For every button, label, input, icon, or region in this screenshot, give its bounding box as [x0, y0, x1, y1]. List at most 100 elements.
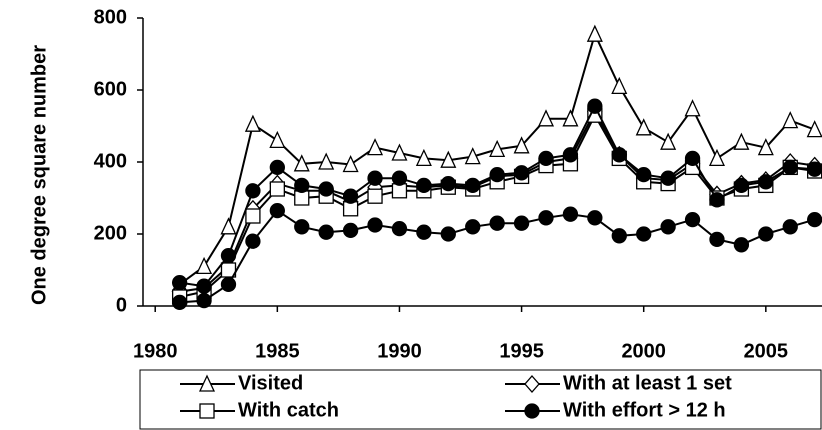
- data-point: [587, 210, 603, 226]
- data-point: [537, 109, 555, 127]
- data-point: [733, 177, 750, 194]
- y-tick-label: 600: [94, 78, 127, 100]
- data-point: [391, 220, 408, 237]
- y-tick-label: 800: [94, 6, 127, 28]
- y-tick-label: 400: [94, 150, 127, 172]
- data-point: [269, 181, 285, 197]
- data-point: [611, 76, 628, 95]
- data-point: [611, 228, 627, 244]
- x-tick-label: 1995: [499, 340, 544, 362]
- data-point: [342, 154, 359, 173]
- data-point: [342, 222, 359, 239]
- data-point: [318, 181, 334, 197]
- y-axis-title: One degree square number: [28, 45, 50, 305]
- data-point: [196, 256, 213, 275]
- data-point: [196, 278, 212, 294]
- data-point: [416, 177, 432, 194]
- data-point: [684, 150, 701, 167]
- data-point: [196, 292, 212, 309]
- data-point: [538, 210, 554, 226]
- data-point: [660, 219, 676, 235]
- data-point: [220, 217, 237, 235]
- data-point: [489, 215, 505, 231]
- data-point: [171, 274, 188, 291]
- data-point: [318, 224, 334, 240]
- data-point: [293, 154, 310, 172]
- data-point: [636, 226, 652, 242]
- legend-label: With at least 1 set: [563, 372, 732, 394]
- legend-label: With effort > 12 h: [563, 399, 726, 421]
- data-point: [245, 208, 261, 224]
- data-point: [416, 224, 432, 240]
- data-point: [440, 175, 456, 192]
- data-point: [489, 139, 506, 158]
- legend-box: [139, 369, 822, 430]
- x-tick-label: 1990: [377, 340, 422, 362]
- legend-marker: [198, 374, 216, 392]
- data-point: [391, 143, 408, 161]
- legend-label: With catch: [238, 399, 339, 421]
- data-point: [562, 206, 579, 222]
- data-point: [269, 159, 285, 176]
- data-point: [513, 136, 530, 154]
- data-point: [220, 276, 237, 293]
- data-point: [367, 188, 383, 204]
- data-point: [782, 159, 798, 176]
- data-point: [440, 150, 457, 168]
- data-point: [562, 109, 579, 127]
- data-point: [586, 24, 603, 42]
- data-point: [636, 166, 652, 183]
- data-point: [635, 118, 652, 136]
- data-point: [562, 147, 579, 163]
- data-point: [367, 217, 383, 233]
- data-point: [758, 226, 774, 242]
- data-point: [733, 132, 750, 150]
- x-tick-label: 1985: [255, 340, 300, 362]
- data-point: [611, 147, 627, 163]
- data-point: [367, 138, 384, 156]
- data-point: [684, 211, 701, 228]
- data-point: [269, 202, 285, 219]
- data-point: [733, 237, 750, 253]
- x-tick-label: 2000: [621, 340, 666, 362]
- data-point: [415, 148, 432, 167]
- data-point: [782, 219, 798, 235]
- data-point: [807, 161, 822, 177]
- data-point: [465, 219, 481, 235]
- data-point: [318, 152, 335, 170]
- data-point: [513, 165, 530, 181]
- data-point: [245, 183, 261, 199]
- legend-marker: [199, 403, 215, 419]
- data-point: [660, 170, 676, 186]
- x-tick-label: 2005: [744, 340, 789, 362]
- data-point: [342, 188, 359, 204]
- data-point: [465, 177, 481, 194]
- data-point: [294, 219, 310, 235]
- data-point: [782, 111, 799, 129]
- data-point: [440, 226, 456, 242]
- data-point: [708, 148, 725, 167]
- data-point: [807, 211, 822, 228]
- data-point: [269, 130, 286, 149]
- data-point: [758, 174, 774, 190]
- data-point: [367, 170, 383, 186]
- y-tick-label: 0: [116, 294, 127, 316]
- data-point: [342, 201, 359, 217]
- data-point: [709, 231, 725, 248]
- data-point: [757, 138, 774, 156]
- data-point: [391, 183, 408, 199]
- data-point: [684, 99, 701, 117]
- x-tick-label: 1980: [133, 340, 178, 362]
- data-point: [513, 215, 530, 231]
- legend-label: Visited: [238, 372, 303, 394]
- data-point: [391, 170, 408, 186]
- data-point: [244, 114, 261, 132]
- data-point: [489, 166, 505, 183]
- data-point: [709, 192, 725, 208]
- data-point: [464, 147, 481, 165]
- data-point: [660, 132, 677, 150]
- data-point: [245, 233, 261, 249]
- legend-marker: [524, 375, 540, 393]
- y-tick-label: 200: [94, 222, 127, 244]
